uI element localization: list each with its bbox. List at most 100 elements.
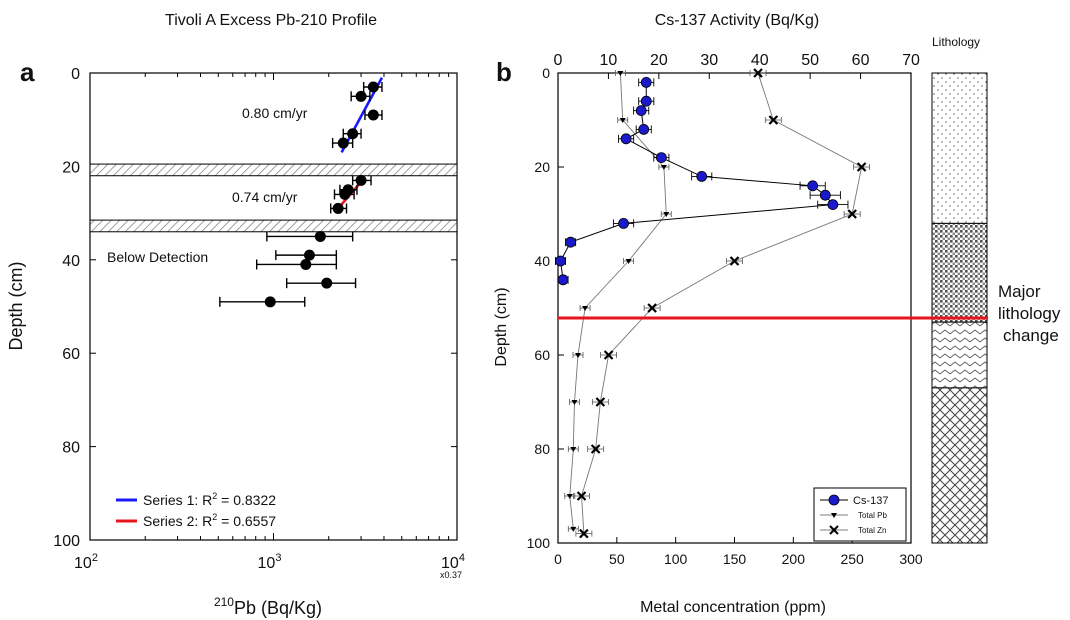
- panel-a-y-tick-label: 20: [62, 159, 80, 176]
- total-zn-marker: [590, 444, 601, 454]
- panel-b-y-tick-label: 20: [534, 159, 550, 175]
- panel-a-y-tick-label: 100: [53, 533, 80, 550]
- cs137-data-point: [620, 133, 632, 145]
- panel-b-top-tick-label: 20: [650, 52, 668, 69]
- panel-b-top-tick-label: 70: [902, 52, 920, 69]
- panel-a-data-point: [321, 277, 333, 289]
- panel-a-legend: Series 1: R2 = 0.8322 Series 2: R2 = 0.6…: [116, 491, 276, 529]
- legend-1-sup: 2: [212, 491, 217, 501]
- panel-a-data-point: [339, 188, 351, 200]
- total-zn-marker: [768, 115, 779, 125]
- cs137-line: [560, 82, 834, 280]
- panel-a-y-tick-label: 80: [62, 440, 80, 457]
- cs137-data-point: [555, 255, 566, 267]
- cs137-data-point: [819, 189, 831, 201]
- legend-2-sup: 2: [212, 512, 217, 522]
- panel-b-bottom-tick-label: 300: [899, 551, 923, 567]
- legend-label-cs137: Cs-137: [853, 495, 888, 507]
- lithology-layer-dense-grid: [931, 222, 988, 323]
- cs137-data-point: [618, 217, 629, 229]
- panel-b-letter: b: [496, 57, 512, 87]
- annotation-below-detection: Below Detection: [107, 249, 208, 265]
- legend-box: [813, 487, 907, 542]
- total-zn-marker: [595, 397, 606, 407]
- panel-b-y-tick-label: 60: [534, 347, 550, 363]
- panel-a-x-tick-label: 102: [74, 552, 98, 572]
- legend-label-series-1: Series 1: R2 = 0.8322: [143, 491, 276, 508]
- panel-a-data-point: [337, 137, 349, 149]
- annotation-rate-2: 0.74 cm/yr: [232, 189, 298, 205]
- lithology-layer-chevron: [931, 321, 988, 389]
- panel-b-bottom-tick-label: 50: [609, 551, 625, 567]
- cs137-data-point: [640, 77, 652, 88]
- total-pb-marker: [570, 526, 577, 532]
- panel-b-bottom-tick-label: 100: [664, 551, 688, 567]
- panel-a-x-axis-label: 210Pb (Bq/Kg): [214, 595, 322, 618]
- major-lithology-change-label: Major lithology change: [998, 282, 1065, 345]
- panel-b-bottom-tick-label: 250: [840, 551, 864, 567]
- legend-2-tail: = 0.6557: [217, 513, 276, 529]
- panel-b-top-axis-title: Cs-137 Activity (Bq/Kg): [655, 12, 820, 29]
- panel-b-top-tick-label: 60: [852, 52, 870, 69]
- legend-label-total-zn: Total Zn: [858, 526, 886, 535]
- panel-b-top-tick-label: 40: [751, 52, 769, 69]
- panel-b-top-tick-label: 0: [554, 52, 563, 69]
- total-pb-marker: [660, 165, 667, 170]
- cs137-data-point: [565, 236, 577, 248]
- panel-a-data-point: [355, 174, 367, 186]
- annotation-rate-1: 0.80 cm/yr: [242, 105, 308, 121]
- legend-marker-cs137: [828, 494, 840, 506]
- total-pb-marker: [617, 71, 624, 76]
- total-pb-marker: [619, 118, 626, 123]
- panel-a-y-tick-label: 40: [62, 253, 80, 270]
- change-label-line-3: change: [1003, 326, 1059, 345]
- x-tick-exponent: 4: [459, 552, 465, 564]
- panel-a-data-point: [355, 90, 367, 102]
- panel-b-top-tick-label: 50: [801, 52, 819, 69]
- panel-b-y-tick-label: 40: [534, 253, 550, 269]
- panel-a-y-tick-label: 60: [62, 346, 80, 363]
- cs137-data-point: [635, 105, 647, 116]
- change-label-line-1: Major: [998, 282, 1041, 301]
- x-tick-base: 10: [258, 555, 276, 572]
- change-label-line-2: lithology: [998, 304, 1061, 323]
- panel-a-shaded-bands: [89, 163, 458, 233]
- total-zn-marker: [603, 350, 614, 360]
- legend-2-text: Series 2: R: [143, 513, 212, 529]
- x-axis-label-superscript: 210: [214, 595, 234, 609]
- total-zn-marker: [753, 68, 763, 78]
- cs137-data-point: [827, 199, 839, 211]
- total-pb-marker: [570, 447, 577, 452]
- panel-a-points: [219, 81, 383, 308]
- panel-a-y-axis-label: Depth (cm): [6, 261, 26, 350]
- panel-b-y-tick-label: 80: [534, 441, 550, 457]
- legend-1-text: Series 1: R: [143, 492, 212, 508]
- panel-b-y-axis-label: Depth (cm): [493, 287, 510, 366]
- panel-a-hatched-band: [89, 163, 458, 177]
- total-zn-marker: [576, 491, 587, 501]
- panel-a-data-point: [314, 230, 326, 242]
- panel-a-data-point: [367, 109, 379, 121]
- total-zn-marker: [579, 528, 589, 539]
- lithology-column: [931, 72, 988, 544]
- total-zn-marker: [847, 209, 857, 219]
- panel-b-top-tick-label: 30: [700, 52, 718, 69]
- panel-b-top-tick-label: 10: [600, 52, 618, 69]
- cs137-data-point: [557, 274, 569, 286]
- x-axis-label-main: Pb (Bq/Kg): [234, 598, 322, 618]
- panel-a-scale-note: x0.37: [440, 570, 462, 580]
- panel-a-plot-frame: [89, 72, 458, 541]
- panel-a-title: Tivoli A Excess Pb-210 Profile: [165, 12, 377, 29]
- panel-a-x-tick-label: 104: [441, 552, 465, 572]
- legend-label-series-2: Series 2: R2 = 0.6557: [143, 512, 276, 529]
- legend-1-tail: = 0.8322: [217, 492, 276, 508]
- cs137-data-point: [640, 95, 652, 107]
- total-pb-marker: [582, 306, 589, 311]
- cs137-data-point: [655, 152, 667, 164]
- panel-b-plot-frame: [557, 72, 912, 544]
- x-tick-exponent: 3: [275, 552, 281, 564]
- x-tick-base: 10: [441, 555, 459, 572]
- panel-b-bottom-tick-label: 0: [554, 551, 562, 567]
